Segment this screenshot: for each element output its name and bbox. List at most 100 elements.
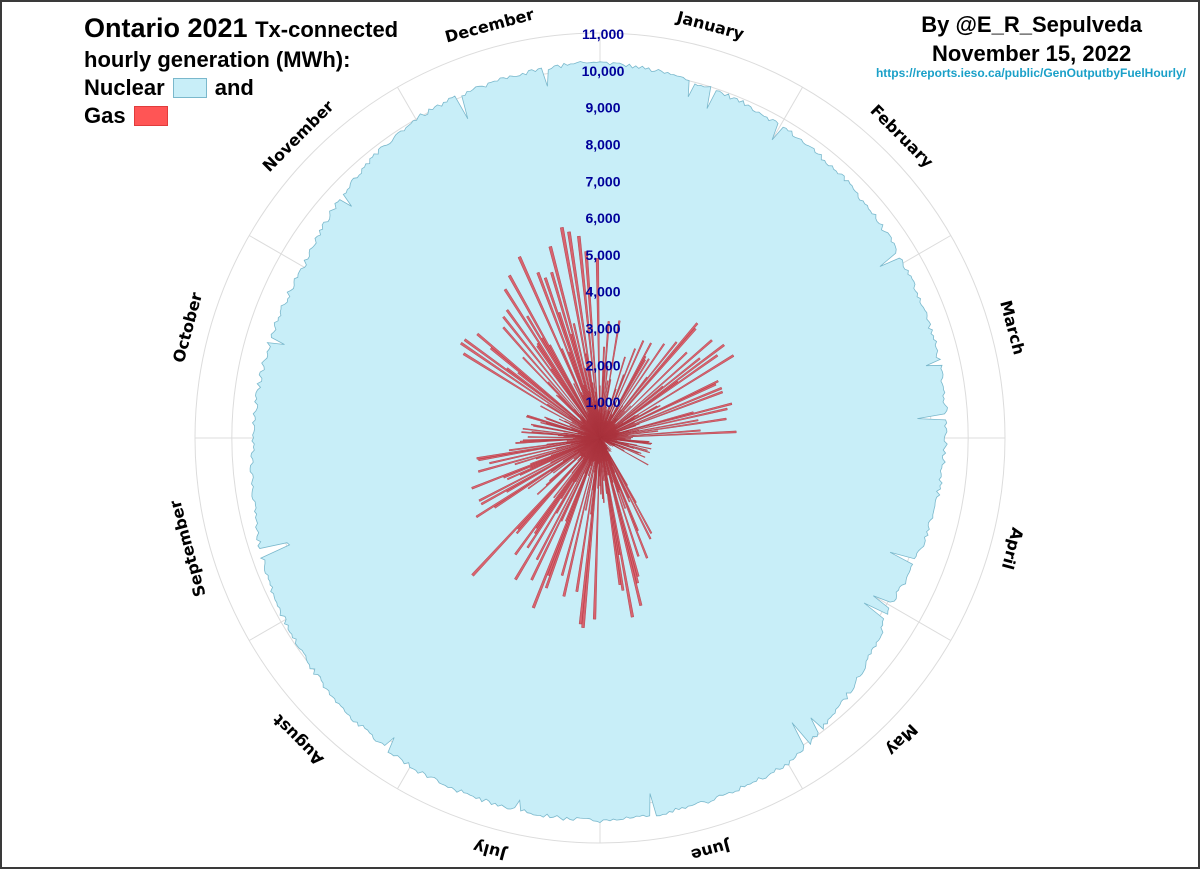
- gas-spike: [535, 437, 601, 561]
- gas-spike: [599, 407, 728, 439]
- gas-spike: [502, 315, 601, 439]
- legend-gas-swatch: [133, 106, 168, 126]
- gas-spike: [599, 383, 717, 439]
- gas-spike: [599, 437, 622, 586]
- legend-and-label: and: [214, 75, 254, 100]
- gas-spike: [584, 251, 601, 439]
- gas-spike: [599, 341, 678, 439]
- gas-spike: [502, 326, 601, 439]
- title-suffix: Tx-connected: [255, 17, 399, 42]
- gas-spike: [558, 311, 601, 439]
- legend-gas: Gas: [84, 102, 176, 130]
- gas-spike: [599, 419, 699, 439]
- gas-spike: [575, 437, 601, 592]
- gas-spike: [577, 235, 601, 439]
- credit-block: By @E_R_Sepulveda November 15, 2022: [921, 10, 1142, 68]
- gas-spike: [471, 437, 601, 577]
- gas-spike: [599, 437, 643, 607]
- chart-subtitle: hourly generation (MWh):: [84, 47, 351, 72]
- gas-spike: [514, 437, 601, 556]
- gas-spike: [599, 321, 610, 439]
- gas-spike: [567, 231, 601, 439]
- gas-spike: [599, 390, 724, 439]
- gas-spike: [597, 437, 601, 489]
- month-label-august: August: [269, 710, 328, 769]
- radial-tick-label: 7,000: [585, 173, 620, 189]
- radial-tick-label: 5,000: [585, 247, 620, 263]
- gas-spike: [522, 437, 601, 442]
- gas-spike: [599, 430, 659, 439]
- gas-spike: [584, 367, 601, 439]
- gas-spike: [599, 327, 697, 439]
- gas-spike: [476, 332, 601, 439]
- gas-spike: [599, 437, 633, 439]
- radial-tick-labels: 1,000 2,000 3,000 4,000 5,000 6,000 7,000 8,000…: [582, 26, 625, 410]
- gas-spike: [503, 288, 601, 439]
- gas-spike: [460, 341, 601, 439]
- month-label-september: September: [165, 498, 209, 599]
- gas-spike: [599, 437, 604, 500]
- gas-spike: [599, 339, 713, 439]
- month-label-may: May: [882, 720, 922, 760]
- gas-spike: [562, 437, 601, 597]
- radial-tick-label: 9,000: [585, 100, 620, 116]
- gas-spike: [489, 437, 601, 465]
- gas-spike: [599, 358, 650, 439]
- radial-tick-label: 1,000: [585, 394, 620, 410]
- gas-spike: [476, 437, 601, 460]
- gas-spike: [599, 430, 737, 439]
- gas-spike: [599, 437, 649, 559]
- gas-spike: [477, 437, 601, 473]
- month-label-november: November: [259, 97, 338, 176]
- title-main: Ontario 2021: [84, 13, 248, 43]
- gas-spike: [599, 354, 719, 439]
- month-label-july: July: [470, 837, 509, 864]
- gas-spike: [599, 437, 640, 557]
- gas-spike: [480, 437, 601, 506]
- gas-spike: [560, 437, 601, 576]
- gas-spike: [599, 437, 652, 450]
- month-label-march: March: [996, 298, 1029, 357]
- radial-tick-label: 10,000: [582, 63, 625, 79]
- gas-spike: [478, 437, 601, 502]
- gas-spike: [599, 386, 723, 439]
- month-label-june: June: [689, 836, 733, 865]
- month-label-april: April: [998, 525, 1027, 571]
- gas-spike: [517, 256, 601, 439]
- radial-tick-label: 3,000: [585, 321, 620, 337]
- gas-spike: [599, 402, 733, 439]
- gas-spike: [595, 258, 601, 439]
- chart-title: Ontario 2021 Tx-connected: [84, 12, 398, 46]
- gas-spike: [599, 437, 653, 534]
- gas-spikes: [460, 226, 737, 629]
- radial-tick-label: 8,000: [585, 136, 620, 152]
- radial-tick-label: 4,000: [585, 284, 620, 300]
- gas-spike: [599, 351, 688, 439]
- gas-spike: [549, 344, 601, 439]
- radial-tick-label: 2,000: [585, 357, 620, 373]
- gas-spike: [506, 367, 601, 439]
- gas-spike: [514, 437, 601, 466]
- legend-nuclear: Nuclear and: [84, 74, 254, 102]
- legend-gas-label: Gas: [84, 103, 126, 128]
- gas-spike: [548, 245, 601, 439]
- month-label-february: February: [867, 101, 938, 172]
- month-label-january: January: [674, 7, 747, 44]
- legend-nuclear-label: Nuclear: [84, 75, 165, 100]
- gas-spike: [599, 417, 727, 439]
- credit-author: By @E_R_Sepulveda: [921, 12, 1142, 37]
- legend-nuclear-swatch: [172, 78, 207, 98]
- gas-spike: [559, 226, 601, 439]
- credit-date: November 15, 2022: [931, 41, 1132, 66]
- radial-tick-label: 6,000: [585, 210, 620, 226]
- month-label-october: October: [169, 290, 206, 364]
- radial-tick-label: 11,000: [582, 26, 624, 42]
- gas-spike: [599, 348, 636, 439]
- gas-spike: [599, 357, 701, 439]
- source-link[interactable]: https://reports.ieso.ca/public/GenOutput…: [875, 66, 1186, 80]
- gas-spike: [599, 354, 735, 439]
- gas-spike: [530, 437, 601, 581]
- gas-spike: [475, 437, 601, 519]
